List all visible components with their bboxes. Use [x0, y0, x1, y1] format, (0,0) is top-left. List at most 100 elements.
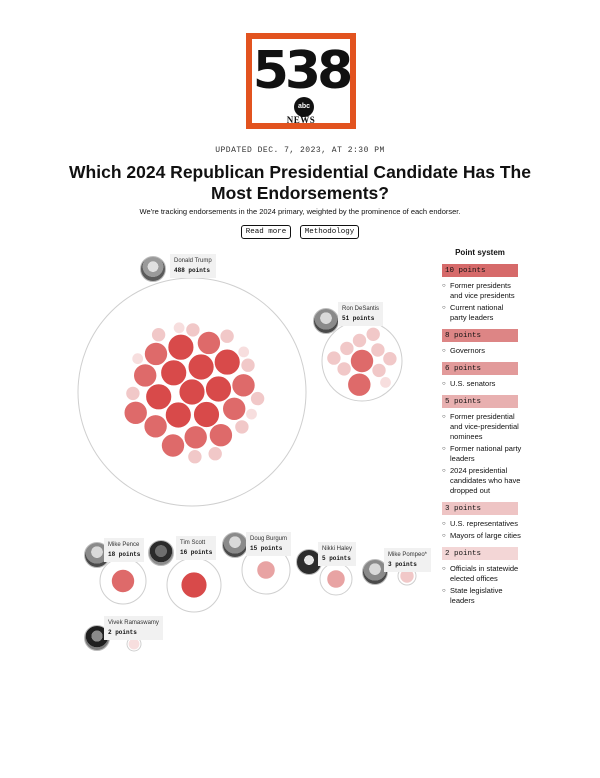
endorsement-bubble [370, 342, 386, 358]
candidate-points: 3 points [388, 561, 417, 568]
methodology-button[interactable]: Methodology [299, 225, 360, 239]
endorsement-bubble [164, 401, 192, 429]
endorsement-bubble [371, 362, 387, 378]
candidate-name: Vivek Ramaswamy [108, 620, 159, 626]
legend-tiers: 10 points Former presidents and vice pres… [442, 264, 560, 606]
endorsement-bubble [193, 401, 220, 428]
legend-tier: 3 points U.S. representatives Mayors of la… [442, 502, 560, 541]
endorsement-bubble [208, 423, 233, 448]
endorsement-bubble [183, 425, 208, 450]
endorsement-bubble [351, 333, 367, 349]
legend-tier-item: Mayors of large cities [442, 531, 522, 541]
538-abc-news-logo[interactable]: 538 abc NEWS [246, 33, 356, 129]
legend-tier-items: Officials in statewide elected officesSt… [442, 564, 560, 606]
button-row: Read more Methodology [0, 220, 600, 239]
endorsement-bubble [185, 322, 201, 338]
endorsement-bubble [245, 407, 258, 421]
endorsement-bubble [167, 333, 195, 361]
page-subtitle: We're tracking endorsements in the 2024 … [139, 207, 461, 216]
endorsement-bubble [131, 352, 144, 365]
legend-tier-label: 2 points [442, 547, 518, 560]
endorsement-bubble [111, 568, 136, 593]
endorsement-bubble [240, 357, 256, 373]
legend-tier-label: 8 points [442, 329, 518, 342]
legend-tier: 8 points Governors [442, 329, 560, 356]
candidate-label-pompeo: Mike Pompeo* 3 points [384, 548, 432, 572]
legend-tier-items: U.S. senators [442, 379, 560, 389]
candidate-label-haley: Nikki Haley 5 points [318, 542, 357, 566]
endorsement-bubble [196, 330, 221, 355]
legend-tier-item: 2024 presidential candidates who have dr… [442, 466, 522, 496]
donald-trump-photo [140, 256, 166, 282]
candidate-label-burgum: Doug Burgum 15 points [246, 532, 292, 556]
candidate-label-ramaswamy: Vivek Ramaswamy 2 points [104, 616, 163, 640]
legend-tier-items: Former presidents and vice presidentsCur… [442, 281, 560, 323]
candidate-points: 18 points [108, 551, 141, 558]
endorsement-bubble [172, 321, 186, 335]
candidate-label-trump: Donald Trump 488 points [170, 254, 216, 278]
legend-tier-label: 3 points [442, 502, 518, 515]
legend-tier-label: 6 points [442, 362, 518, 375]
candidate-name: Mike Pompeo* [388, 552, 428, 558]
legend-title: Point system [455, 248, 505, 257]
endorsement-bubble [205, 375, 232, 403]
candidate-points: 16 points [180, 549, 213, 556]
endorsement-bubble [339, 340, 355, 356]
candidate-label-desantis: Ron DeSantis 51 points [338, 302, 384, 326]
endorsement-bubble [326, 569, 346, 589]
legend-tier: 10 points Former presidents and vice pres… [442, 264, 560, 323]
endorsement-bubble [143, 341, 168, 366]
endorsement-bubble [151, 327, 167, 343]
legend-tier-label: 5 points [442, 395, 518, 408]
mike-pompeo-photo [362, 559, 388, 585]
candidate-points: 488 points [174, 267, 211, 274]
candidate-name: Nikki Haley [322, 546, 353, 552]
doug-burgum-photo [222, 532, 248, 558]
endorsement-bubble [160, 359, 188, 387]
candidate-points: 51 points [342, 315, 375, 322]
endorsement-bubble [347, 372, 372, 397]
endorsement-bubble [336, 361, 352, 377]
endorsement-bubble [125, 385, 141, 401]
endorsement-bubble [143, 414, 168, 439]
legend-tier-items: U.S. representatives Mayors of large citi… [442, 519, 560, 541]
legend-tier-item: Officials in statewide elected offices [442, 564, 522, 584]
endorsement-bubble [180, 571, 208, 599]
logo-news-text: NEWS [286, 115, 316, 125]
abc-logo-icon: abc [294, 97, 314, 117]
endorsement-bubble [187, 353, 215, 381]
endorsement-bubble [222, 396, 247, 421]
legend-tier-item: Former presidential and vice-presidentia… [442, 412, 522, 442]
endorsement-bubble [133, 363, 158, 388]
candidate-name: Ron DeSantis [342, 306, 380, 312]
legend-tier-items: Former presidential and vice-presidentia… [442, 412, 560, 496]
point-system-legend: Point system 10 points Former presidents … [442, 248, 560, 612]
candidate-name: Tim Scott [180, 540, 206, 546]
endorsement-bubble [250, 391, 266, 407]
endorsement-bubble [213, 348, 241, 376]
endorsement-bubble [379, 376, 392, 389]
candidate-points: 5 points [322, 555, 351, 562]
legend-tier: 5 points Former presidential and vice-pre… [442, 395, 560, 496]
endorsement-bubble [207, 446, 223, 462]
endorsement-bubble [187, 449, 203, 465]
page-title: Which 2024 Republican Presidential Candi… [69, 162, 531, 203]
updated-timestamp: UPDATED DEC. 7, 2023, AT 2:30 PM [215, 146, 385, 155]
legend-tier-label: 10 points [442, 264, 518, 277]
legend-tier-items: Governors [442, 346, 560, 356]
tim-scott-photo [148, 540, 174, 566]
legend-tier-item: Current national party leaders [442, 303, 522, 323]
legend-tier-item: State legislative leaders [442, 586, 522, 606]
candidate-points: 2 points [108, 629, 137, 636]
read-more-button[interactable]: Read more [240, 225, 292, 239]
ron-desantis-photo [313, 308, 339, 334]
endorsement-bubble [178, 378, 206, 406]
endorsement-bubble [145, 383, 173, 411]
candidate-label-scott: Tim Scott 16 points [176, 536, 217, 560]
candidate-points: 15 points [250, 545, 283, 552]
endorsement-bubble [349, 349, 374, 374]
legend-tier-item: U.S. senators [442, 379, 522, 389]
endorsement-bubble [234, 419, 250, 435]
candidate-label-pence: Mike Pence 18 points [104, 538, 145, 562]
legend-tier: 6 points U.S. senators [442, 362, 560, 389]
